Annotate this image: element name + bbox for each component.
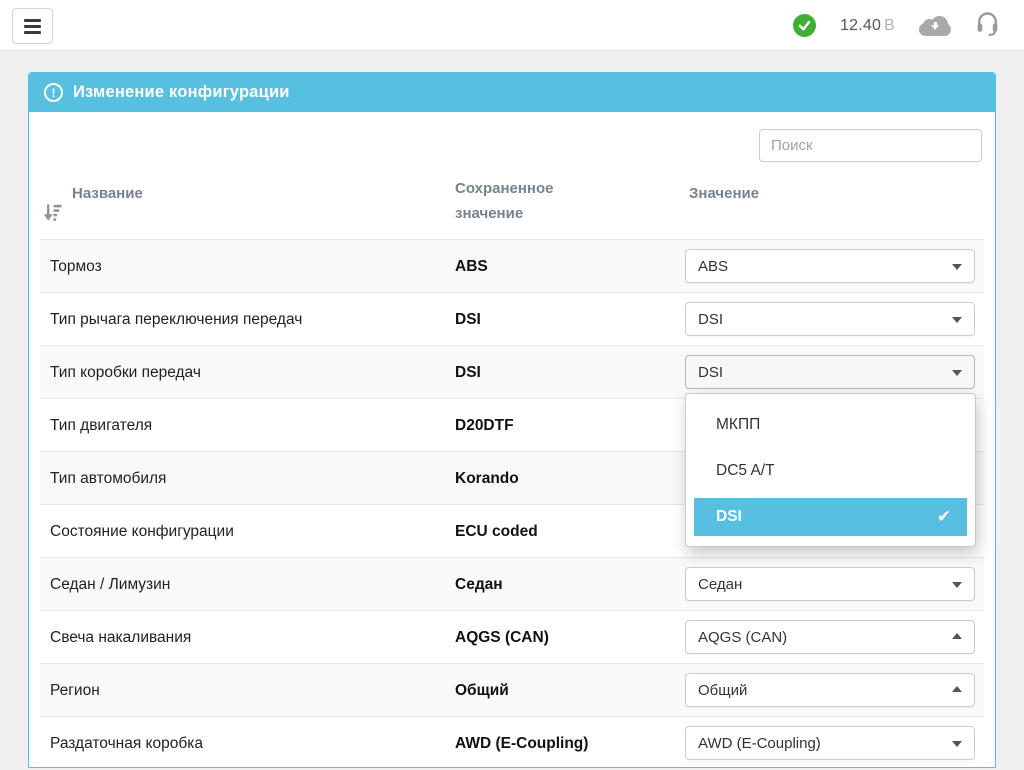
header-value: Значение — [689, 185, 760, 202]
saved-value: Седан — [455, 575, 503, 593]
panel-header: ! Изменение конфигурации — [29, 73, 995, 112]
saved-value: DSI — [455, 310, 481, 328]
value-select[interactable]: AWD (E-Coupling) — [685, 726, 975, 760]
cloud-download-icon[interactable] — [919, 15, 951, 37]
param-name: Тип автомобиля — [50, 469, 167, 487]
topbar: 12.40 В — [0, 0, 1024, 51]
option-label: DC5 A/T — [716, 462, 775, 479]
param-name: Тип двигателя — [50, 416, 153, 434]
caret-down-icon — [952, 741, 962, 747]
search-input[interactable] — [759, 129, 982, 162]
value-select[interactable]: ABS — [685, 249, 975, 283]
option-label: DSI — [716, 508, 742, 525]
table-row: Регион Общий Общий — [40, 663, 984, 716]
caret-down-icon — [952, 582, 962, 588]
topbar-status-area: 12.40 В — [793, 0, 1000, 51]
caret-up-icon — [952, 633, 962, 639]
saved-value: Korando — [455, 469, 519, 487]
saved-value: ECU coded — [455, 522, 538, 540]
table-row: Свеча накаливания AQGS (CAN) AQGS (CAN) — [40, 610, 984, 663]
param-name: Тип коробки передач — [50, 363, 201, 381]
select-value: AQGS (CAN) — [698, 628, 788, 646]
dropdown-option[interactable]: МКПП — [686, 402, 975, 448]
check-icon: ✔ — [936, 507, 951, 526]
table-row: Седан / Лимузин Седан Седан — [40, 557, 984, 610]
voltage-value: 12.40 — [840, 16, 882, 34]
voltage-unit: В — [884, 16, 895, 34]
value-select[interactable]: Общий — [685, 673, 975, 707]
value-select[interactable]: Седан — [685, 567, 975, 601]
table-body: Тормоз ABS ABS Тип рычага переключения п… — [40, 239, 984, 769]
saved-value: AWD (E-Coupling) — [455, 734, 589, 752]
value-select[interactable]: DSI — [685, 355, 975, 389]
saved-value: D20DTF — [455, 416, 514, 434]
param-name: Тип рычага переключения передач — [50, 310, 303, 328]
sort-amount-icon[interactable] — [43, 204, 62, 222]
param-name: Регион — [50, 681, 100, 699]
caret-down-icon — [952, 264, 962, 270]
table-row: Тип двигателя D20DTF — [40, 398, 984, 451]
saved-value: ABS — [455, 257, 488, 275]
dropdown-option[interactable]: DC5 A/T — [686, 448, 975, 494]
panel-title: Изменение конфигурации — [73, 83, 290, 101]
saved-value: AQGS (CAN) — [455, 628, 549, 646]
table-row: Тип коробки передач DSI DSI — [40, 345, 984, 398]
select-value: DSI — [698, 363, 724, 381]
panel-body: Название Сохраненное значение Значение Т… — [29, 112, 995, 768]
dropdown-option[interactable]: DSI ✔ — [694, 498, 967, 536]
select-value: ABS — [698, 257, 729, 275]
config-change-panel: ! Изменение конфигурации Название Сохран… — [28, 72, 996, 768]
value-select[interactable]: DSI — [685, 302, 975, 336]
caret-down-icon — [952, 370, 962, 376]
table-row: Раздаточная коробка AWD (E-Coupling) AWD… — [40, 716, 984, 769]
param-name: Состояние конфигурации — [50, 522, 234, 540]
info-circle-icon: ! — [44, 83, 63, 102]
param-name: Раздаточная коробка — [50, 734, 203, 752]
value-select[interactable]: AQGS (CAN) — [685, 620, 975, 654]
battery-voltage: 12.40 В — [840, 17, 895, 35]
table-row: Состояние конфигурации ECU coded — [40, 504, 984, 557]
select-value: DSI — [698, 310, 724, 328]
connection-ok-icon — [793, 14, 817, 37]
hamburger-icon — [24, 18, 41, 22]
saved-value: Общий — [455, 681, 509, 699]
gearbox-dropdown-menu: МКПП DC5 A/T DSI ✔ — [685, 393, 976, 547]
caret-up-icon — [952, 686, 962, 692]
caret-down-icon — [952, 317, 962, 323]
param-name: Тормоз — [50, 257, 102, 275]
header-name[interactable]: Название — [72, 185, 143, 202]
param-name: Седан / Лимузин — [50, 575, 171, 593]
header-saved-value[interactable]: Сохраненное значение — [455, 180, 554, 222]
saved-value: DSI — [455, 363, 481, 381]
select-value: Общий — [698, 681, 748, 699]
table-row: Тормоз ABS ABS — [40, 239, 984, 292]
select-value: Седан — [698, 575, 743, 593]
table-header: Название Сохраненное значение Значение — [40, 171, 984, 239]
headset-icon[interactable] — [975, 9, 1000, 42]
option-label: МКПП — [716, 416, 761, 433]
param-name: Свеча накаливания — [50, 628, 192, 646]
select-value: AWD (E-Coupling) — [698, 734, 821, 752]
hamburger-menu-button[interactable] — [12, 8, 53, 44]
table-row: Тип рычага переключения передач DSI DSI — [40, 292, 984, 345]
